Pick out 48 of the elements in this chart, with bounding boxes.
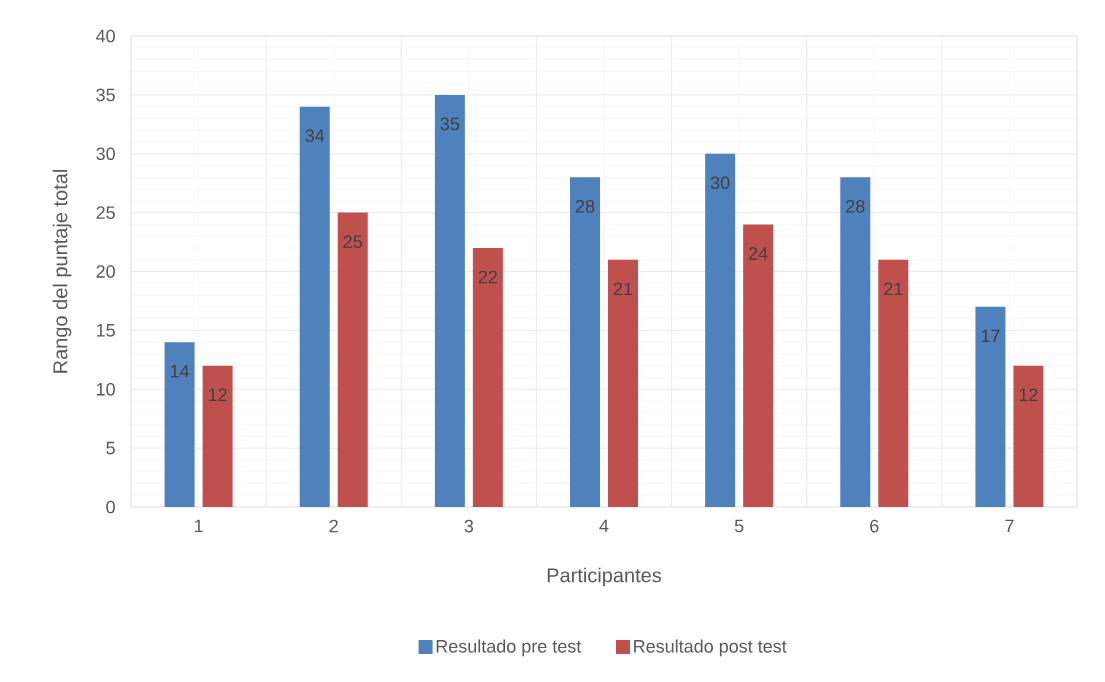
bar — [337, 212, 368, 507]
data-label: 24 — [749, 247, 768, 260]
y-axis-title: Rango del puntaje total — [52, 170, 72, 373]
y-tick-label: 20 — [96, 265, 115, 278]
data-label: 25 — [343, 235, 362, 248]
legend-label: Resultado post test — [634, 639, 787, 657]
data-label: 21 — [884, 282, 903, 296]
y-tick-label: 30 — [96, 147, 115, 161]
bar — [1013, 365, 1044, 507]
data-label: 34 — [305, 129, 325, 143]
bar — [299, 106, 330, 507]
data-label: 30 — [710, 176, 730, 190]
bar — [434, 94, 465, 507]
x-tick-label: 2 — [329, 519, 338, 533]
x-tick-label: 1 — [194, 519, 203, 533]
x-tick-label: 3 — [464, 519, 474, 533]
x-tick-label: 6 — [870, 519, 879, 533]
data-label: 17 — [981, 329, 1000, 343]
legend-label: Resultado pre test — [436, 639, 582, 657]
bar — [840, 177, 871, 507]
y-tick-label: 35 — [96, 88, 115, 102]
data-label: 35 — [440, 117, 460, 131]
bar — [570, 177, 600, 507]
bar — [472, 247, 503, 507]
y-tick-label: 15 — [96, 324, 115, 337]
x-axis-title: Participantes — [547, 567, 662, 587]
y-tick-label: 25 — [96, 206, 115, 219]
bar — [164, 342, 195, 507]
data-label: 21 — [613, 282, 633, 296]
x-tick-label: 5 — [734, 519, 744, 533]
y-tick-label: 5 — [106, 441, 115, 455]
y-tick-label: 0 — [106, 500, 115, 514]
data-label: 12 — [208, 388, 227, 401]
y-tick-label: 40 — [96, 29, 115, 43]
data-label: 12 — [1019, 388, 1038, 401]
bar — [705, 153, 736, 507]
data-label: 22 — [478, 270, 497, 284]
bar — [608, 259, 639, 507]
x-tick-label: 7 — [1005, 519, 1014, 533]
data-label: 28 — [846, 199, 865, 213]
bar — [202, 365, 233, 507]
x-tick-label: 4 — [599, 519, 609, 533]
y-tick-label: 10 — [96, 382, 115, 396]
data-label: 14 — [170, 364, 190, 378]
bar — [743, 224, 774, 507]
bar — [878, 259, 909, 507]
data-label: 28 — [575, 199, 595, 213]
bar — [975, 306, 1006, 507]
